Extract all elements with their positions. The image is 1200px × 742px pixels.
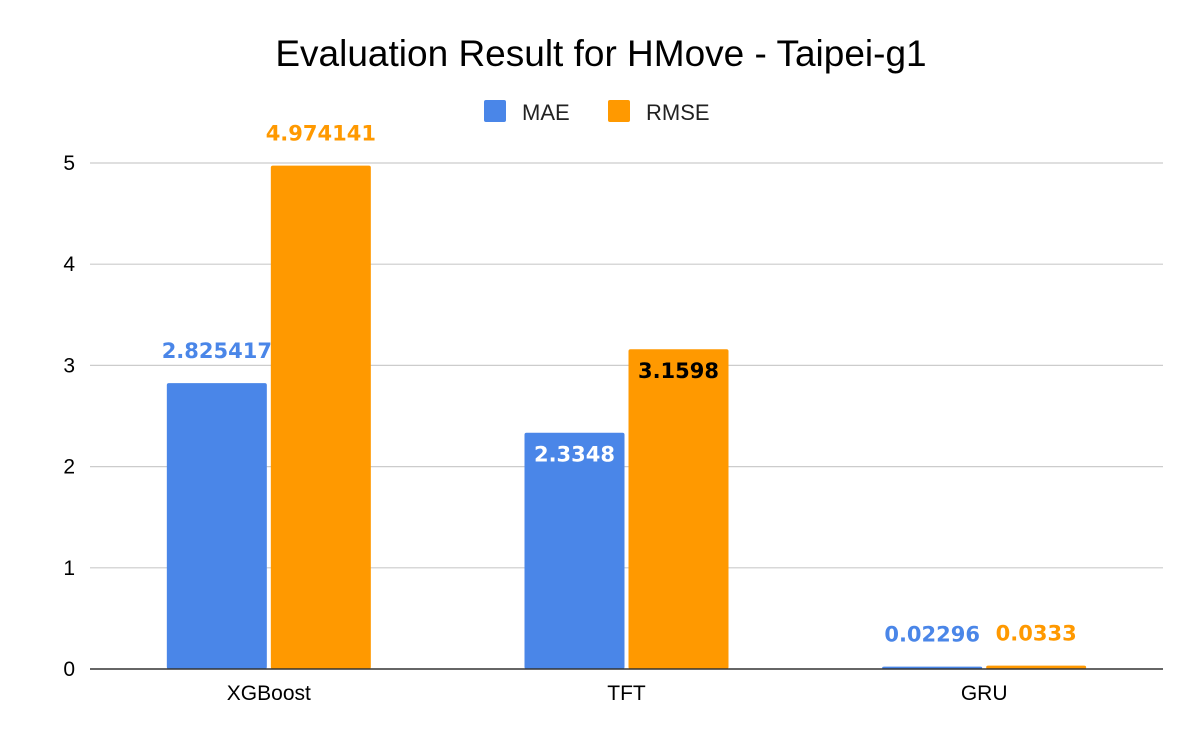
legend-swatch-mae [484, 100, 506, 122]
y-tick-label: 3 [63, 354, 75, 377]
x-axis-categories: XGBoost TFT GRU [227, 682, 1008, 705]
category-label: XGBoost [227, 682, 311, 705]
category-label: GRU [961, 682, 1008, 705]
bar-rmse-gru [986, 665, 1087, 669]
y-tick-label: 5 [63, 152, 75, 175]
data-label-rmse-gru: 0.0333 [996, 622, 1077, 646]
legend-swatch-rmse [608, 100, 630, 122]
y-tick-label: 0 [63, 658, 75, 681]
y-tick-label: 1 [63, 557, 75, 580]
data-label-mae-xgboost: 2.825417 [162, 339, 272, 363]
data-label-rmse-xgboost: 4.974141 [266, 122, 376, 146]
y-axis-ticks: 0 1 2 3 4 5 [63, 152, 75, 681]
chart-title: Evaluation Result for HMove - Taipei-g1 [275, 33, 926, 74]
legend-label-mae: MAE [522, 100, 570, 125]
y-tick-label: 2 [63, 456, 75, 479]
data-label-mae-tft: 2.3348 [534, 443, 615, 467]
gridlines [90, 162, 1163, 569]
data-labels: 2.825417 4.974141 2.3348 3.1598 0.02296 0.033… [162, 122, 1077, 647]
legend: MAE RMSE [484, 100, 710, 125]
bar-mae-tft [524, 432, 625, 669]
data-label-mae-gru: 0.02296 [884, 623, 980, 647]
bar-rmse-xgboost [270, 165, 371, 669]
y-tick-label: 4 [63, 253, 75, 276]
bars [166, 165, 1087, 669]
category-label: TFT [607, 682, 646, 705]
bar-mae-xgboost [166, 383, 267, 669]
data-label-rmse-tft: 3.1598 [638, 359, 719, 383]
bar-rmse-tft [628, 349, 729, 669]
legend-label-rmse: RMSE [646, 100, 710, 125]
